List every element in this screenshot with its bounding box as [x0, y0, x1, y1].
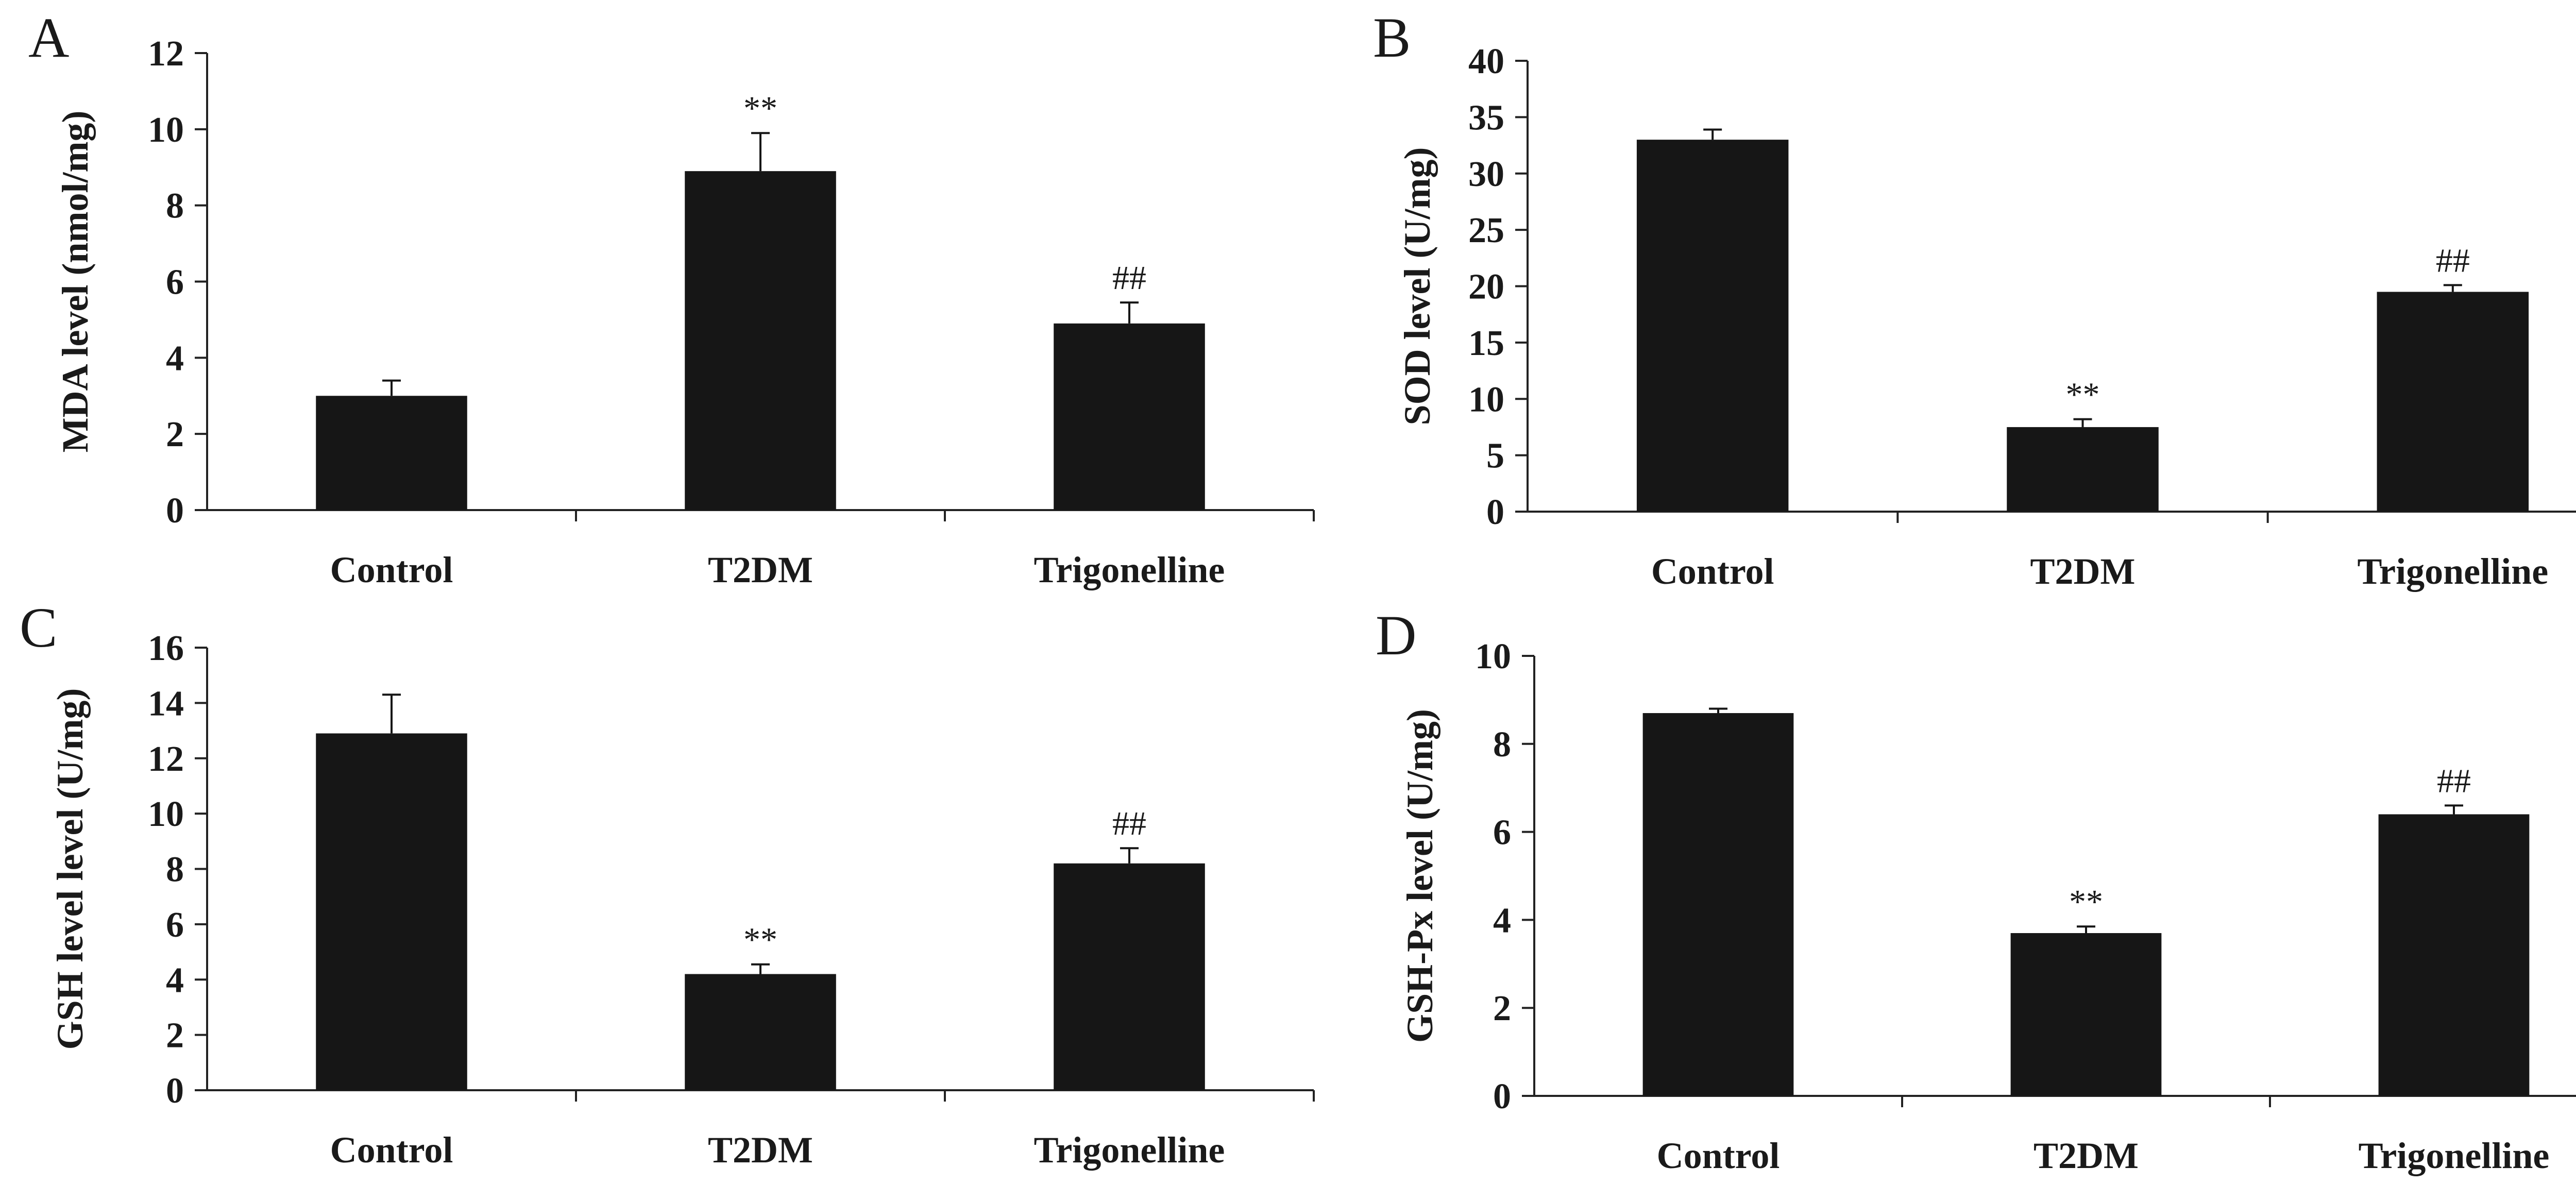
- bar: [1642, 713, 1794, 1096]
- x-tick-label: Trigonelline: [2359, 1135, 2550, 1176]
- y-tick-label: 8: [166, 187, 184, 226]
- y-tick-label: 2: [166, 1016, 184, 1056]
- bar: [685, 974, 836, 1090]
- y-tick-label: 4: [166, 339, 184, 378]
- bar: [316, 396, 467, 510]
- panel-b: B SOD level (U/mg) 0 5 10 15 20 25 30 35 40 Contr…: [1373, 6, 2576, 592]
- y-tick-label: 30: [1468, 155, 1504, 194]
- y-tick-label: 6: [166, 263, 184, 302]
- bar: [2378, 814, 2530, 1096]
- y-tick-label: 4: [166, 960, 184, 1000]
- y-tick-label: 10: [1475, 637, 1511, 676]
- x-tick-label: Control: [330, 1129, 453, 1171]
- y-tick-label: 8: [1493, 725, 1511, 765]
- x-tick-label: T2DM: [708, 549, 813, 590]
- panel-letter: D: [1376, 604, 1416, 667]
- y-tick-label: 10: [148, 110, 184, 150]
- bar: [1636, 140, 1789, 512]
- x-tick-label: Control: [1651, 551, 1774, 592]
- y-tick-label: 2: [166, 415, 184, 454]
- x-tick-label: T2DM: [2030, 551, 2136, 592]
- bar: [685, 171, 836, 510]
- y-tick-label: 25: [1468, 211, 1504, 250]
- y-tick-label: 40: [1468, 42, 1504, 81]
- y-tick-label: 35: [1468, 98, 1504, 138]
- y-tick-label: 10: [1468, 380, 1504, 419]
- significance-label: ##: [1112, 259, 1146, 297]
- y-tick-label: 0: [1493, 1077, 1511, 1117]
- y-tick-label: 14: [148, 684, 184, 723]
- panel-c: C GSH level level (U/mg) 0 2 4 6 8 10 12 14 16 Co…: [20, 596, 1315, 1171]
- y-tick-label: 15: [1468, 324, 1504, 363]
- x-tick-label: Trigonelline: [1034, 1129, 1225, 1171]
- y-axis-label: SOD level (U/mg): [1397, 147, 1438, 426]
- significance-label: **: [2066, 376, 2100, 414]
- y-axis-label: GSH-Px level (U/mg): [1399, 709, 1440, 1043]
- significance-label: ##: [2437, 762, 2471, 800]
- y-tick-label: 4: [1493, 901, 1511, 940]
- significance-label: ##: [1112, 805, 1146, 842]
- x-tick-label: Trigonelline: [1034, 549, 1225, 590]
- y-tick-label: 6: [166, 905, 184, 945]
- panel-letter: A: [28, 6, 69, 69]
- y-axis-label: GSH level level (U/mg): [49, 688, 91, 1050]
- bar: [2010, 933, 2162, 1096]
- significance-label: ##: [2436, 242, 2470, 279]
- x-tick-label: T2DM: [708, 1129, 813, 1171]
- y-tick-label: 0: [166, 1071, 184, 1111]
- y-tick-label: 12: [148, 739, 184, 779]
- y-tick-label: 2: [1493, 989, 1511, 1028]
- bar: [316, 733, 467, 1090]
- y-axis-label: MDA level (nmol/mg): [55, 111, 96, 453]
- bar: [2377, 292, 2529, 512]
- bar: [2007, 427, 2159, 512]
- y-tick-label: 8: [166, 850, 184, 890]
- significance-label: **: [2069, 883, 2103, 921]
- x-tick-label: Control: [330, 549, 453, 590]
- y-tick-label: 10: [148, 794, 184, 834]
- y-tick-label: 16: [148, 629, 184, 668]
- panel-a: A MDA level (nmol/mg) 0 2 4 6 8 10 12 Control **…: [28, 6, 1315, 590]
- x-tick-label: Control: [1657, 1135, 1780, 1176]
- y-tick-label: 20: [1468, 267, 1504, 307]
- significance-label: **: [743, 921, 777, 959]
- x-tick-label: Trigonelline: [2358, 551, 2549, 592]
- bar: [1054, 863, 1205, 1090]
- panel-d: D GSH-Px level (U/mg) 0 2 4 6 8 10 Control ** T2…: [1376, 604, 2576, 1176]
- bar: [1054, 323, 1205, 510]
- x-tick-label: T2DM: [2033, 1135, 2139, 1176]
- panel-letter: B: [1373, 6, 1411, 69]
- y-tick-label: 0: [1486, 493, 1504, 532]
- y-tick-label: 0: [166, 491, 184, 531]
- panel-letter: C: [20, 596, 57, 659]
- significance-label: **: [743, 90, 777, 127]
- y-tick-label: 5: [1486, 436, 1504, 476]
- y-tick-label: 6: [1493, 813, 1511, 853]
- y-tick-label: 12: [148, 34, 184, 74]
